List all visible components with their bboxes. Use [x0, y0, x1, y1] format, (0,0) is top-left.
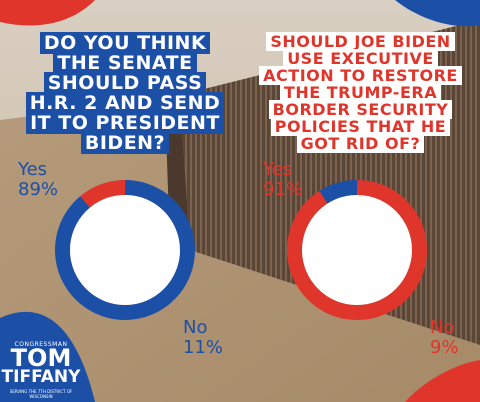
label-left-yes-value: 89% [18, 179, 59, 200]
logo-last-name: TIFFANY [1, 367, 81, 387]
label-right-no-category: No [430, 317, 455, 338]
label-right-no-value: 9% [430, 337, 459, 358]
label-left-yes-category: Yes [18, 159, 48, 180]
corner-shape-red-bottom-right [405, 360, 480, 402]
donut-chart-left [54, 180, 195, 320]
left-question: Do you think the Senate should pass H.R.… [20, 32, 230, 154]
left-question-text: Do you think the Senate should pass H.R.… [25, 32, 225, 154]
label-right-yes: Yes 91% [263, 160, 303, 200]
label-right-no: No 9% [430, 318, 459, 358]
logo-congressman: CONGRESSMAN [14, 341, 68, 348]
label-left-no: No 11% [183, 318, 223, 358]
right-question: Should Joe Biden use executive action to… [258, 32, 463, 153]
donut-right-center [302, 195, 412, 305]
label-left-no-category: No [183, 317, 208, 338]
logo-first-name: TOM [10, 344, 72, 372]
label-left-yes: Yes 89% [18, 160, 58, 200]
tom-tiffany-logo: CONGRESSMAN TOM TIFFANY SERVING THE 7TH … [0, 312, 82, 402]
label-right-yes-value: 91% [263, 179, 304, 200]
donut-left-slice-no [80, 180, 125, 208]
corner-shape-red-top-left [0, 0, 95, 26]
right-question-text: Should Joe Biden use executive action to… [259, 32, 462, 153]
logo-footer: SERVING THE 7TH DISTRICT OF WISCONSIN [9, 389, 73, 399]
label-right-yes-category: Yes [263, 159, 293, 180]
donut-left-center [70, 195, 180, 305]
donut-chart-right [287, 180, 427, 320]
label-left-no-value: 11% [183, 337, 224, 358]
corner-shape-blue-top-right [395, 0, 480, 27]
donut-right-slice-no [319, 180, 357, 204]
corner-shape-blue-bottom-left [0, 311, 95, 402]
